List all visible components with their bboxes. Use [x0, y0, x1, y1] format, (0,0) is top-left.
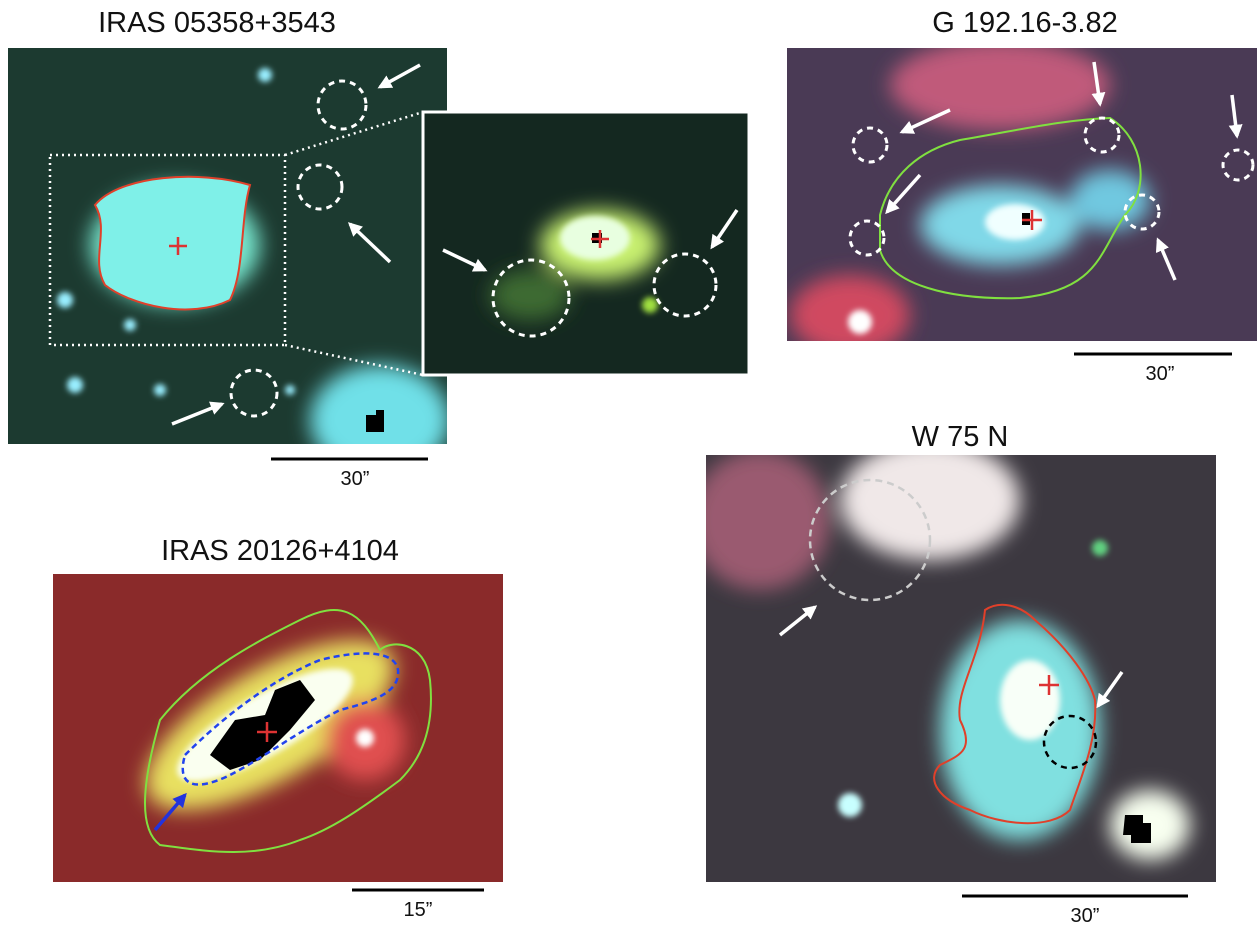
inset-image — [423, 112, 749, 375]
figure: IRAS 05358+3543 30” G 19 — [0, 0, 1257, 931]
panel-title: IRAS 20126+4104 — [161, 535, 399, 567]
scale-label: 30” — [1146, 363, 1175, 385]
panel-title: W 75 N — [912, 421, 1009, 453]
image-panel — [690, 440, 1216, 882]
panel-title: IRAS 05358+3543 — [98, 7, 336, 39]
image-panel — [8, 48, 450, 475]
image-panel — [53, 574, 503, 882]
panel-title: G 192.16-3.82 — [932, 7, 1117, 39]
scale-label: 30” — [341, 468, 370, 490]
scale-label: 15” — [404, 899, 433, 921]
scale-label: 30” — [1071, 905, 1100, 927]
image-panel — [787, 40, 1257, 355]
